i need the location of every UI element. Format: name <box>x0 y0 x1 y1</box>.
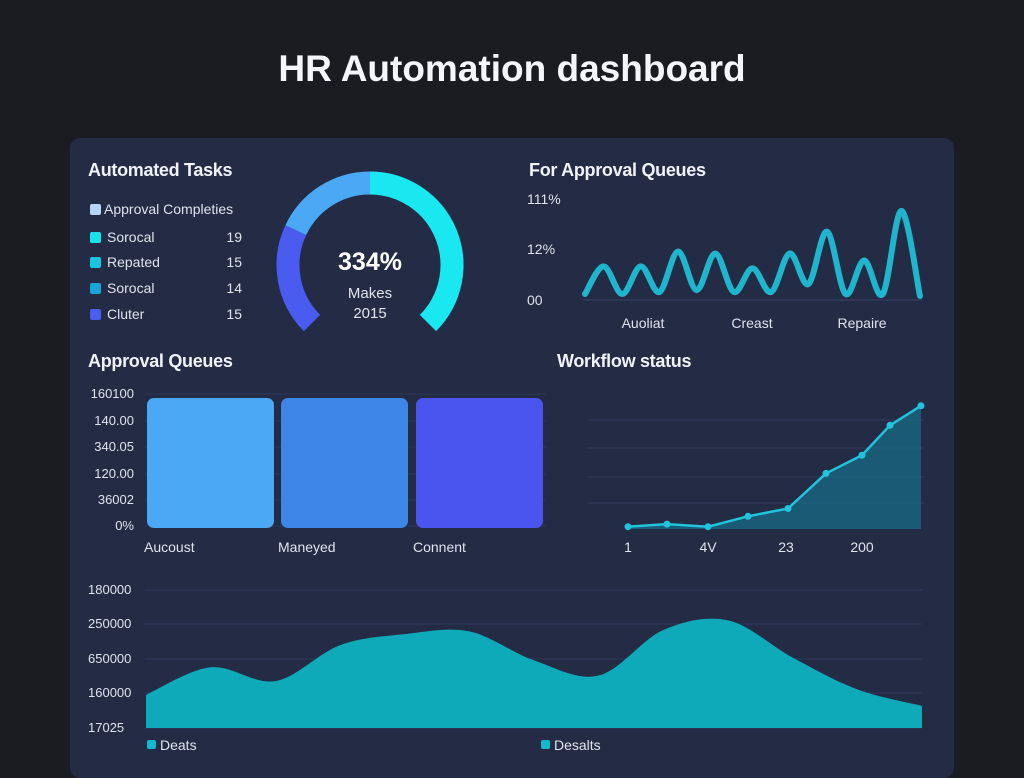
y-tick-label: 140.00 <box>94 413 134 428</box>
data-point <box>663 520 671 528</box>
x-tick-label: Maneyed <box>278 539 336 555</box>
for-approval-queues-title: For Approval Queues <box>529 160 706 180</box>
legend-swatch <box>90 257 101 268</box>
y-tick-label: 0% <box>115 518 134 533</box>
y-tick-label: 00 <box>527 292 543 308</box>
legend-value: 15 <box>226 254 242 270</box>
legend-label: Desalts <box>554 737 601 753</box>
x-tick-label: Aucoust <box>144 539 195 555</box>
y-tick-label: 36002 <box>97 492 134 507</box>
legend-swatch <box>541 740 550 749</box>
data-point <box>704 523 712 531</box>
legend-label: Cluter <box>107 306 145 322</box>
data-point <box>858 451 866 459</box>
gauge-value: 334% <box>338 248 402 276</box>
bar <box>147 398 274 528</box>
x-tick-label: Connent <box>413 539 466 555</box>
data-point <box>886 421 894 429</box>
gauge-segment <box>369 171 464 332</box>
legend-value: 15 <box>226 306 242 322</box>
gauge-caption: Makes <box>347 285 393 302</box>
y-tick-label: 340.05 <box>94 439 134 454</box>
gauge-segment <box>276 225 321 332</box>
y-tick-label: 12% <box>527 241 556 257</box>
legend-label: Sorocal <box>107 229 155 245</box>
data-point <box>624 523 632 531</box>
gauge-caption-year: 2015 <box>353 305 387 322</box>
legend-swatch <box>90 309 101 320</box>
x-tick-label: 1 <box>624 539 632 555</box>
legend-value: 19 <box>226 229 242 245</box>
data-point <box>784 505 792 512</box>
y-tick-label: 111% <box>527 191 561 207</box>
y-tick-label: 180000 <box>88 582 132 597</box>
workflow-status-title: Workflow status <box>557 351 692 371</box>
y-tick-label: 160000 <box>88 685 132 700</box>
page-title: HR Automation dashboard <box>278 48 746 89</box>
legend-swatch <box>90 204 101 215</box>
x-tick-label: 4V <box>699 539 717 555</box>
y-tick-label: 17025 <box>88 720 125 735</box>
legend-label: Sorocal <box>107 280 155 296</box>
legend-swatch <box>90 283 101 294</box>
approval-queues-title: Approval Queues <box>88 351 233 371</box>
x-tick-label: Creast <box>731 315 773 331</box>
data-point <box>744 512 752 520</box>
gauge-segment <box>285 171 371 236</box>
data-point <box>917 402 925 410</box>
y-tick-label: 120.00 <box>94 466 134 481</box>
wave-line <box>582 207 923 300</box>
x-tick-label: 23 <box>778 539 794 555</box>
x-tick-label: Auoliat <box>621 315 665 331</box>
x-tick-label: Repaire <box>837 315 887 331</box>
automated-tasks-title: Automated Tasks <box>88 160 233 180</box>
bar <box>416 398 543 528</box>
legend-label: Deats <box>160 737 197 753</box>
legend-value: 14 <box>226 280 242 296</box>
legend-swatch <box>90 232 101 243</box>
data-point <box>822 469 830 477</box>
legend-swatch <box>147 740 156 749</box>
legend-label: Approval Completies <box>104 201 234 217</box>
legend-label: Repated <box>107 254 160 270</box>
area-fill <box>146 618 922 728</box>
y-tick-label: 650000 <box>88 651 132 666</box>
area-fill <box>628 405 921 529</box>
y-tick-label: 250000 <box>88 616 132 631</box>
bar <box>281 398 408 528</box>
y-tick-label: 160100 <box>90 386 134 401</box>
x-tick-label: 200 <box>850 539 874 555</box>
